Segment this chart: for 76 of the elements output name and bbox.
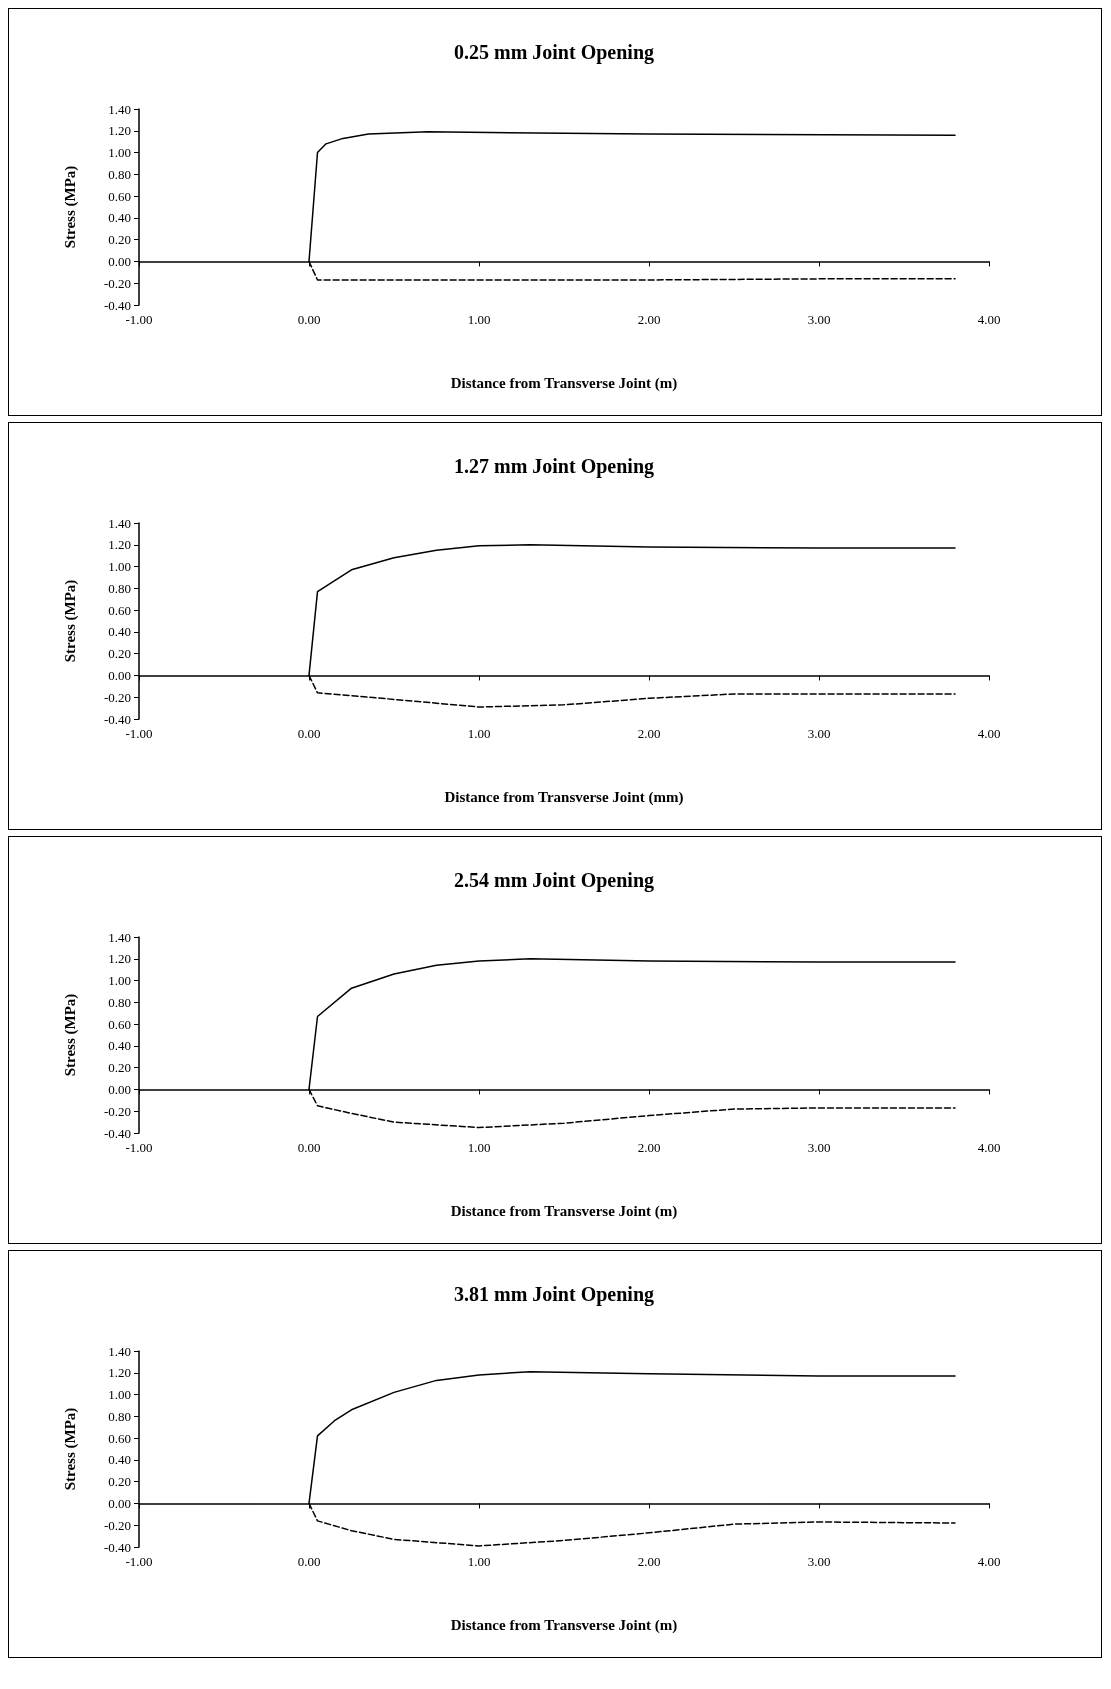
y-tick-label: 1.40 [108, 101, 131, 117]
y-tick-label: 1.00 [108, 1387, 131, 1403]
x-tick-label: 4.00 [977, 1554, 1001, 1569]
y-tick-label: 0.80 [108, 994, 131, 1010]
y-tick-label: 0.40 [108, 1452, 131, 1468]
y-tick-label: -0.20 [103, 1517, 131, 1533]
chart-title: 1.27 mm Joint Opening [453, 455, 655, 478]
x-tick-label: 0.00 [297, 726, 321, 741]
x-tick-label: 4.00 [977, 312, 1001, 327]
y-tick-label: 0.60 [108, 602, 131, 618]
x-tick-label: 1.00 [467, 1554, 491, 1569]
y-tick-label: -0.40 [103, 1539, 131, 1555]
y-tick-label: 1.00 [108, 973, 131, 989]
x-tick-label: 3.00 [807, 1140, 831, 1155]
x-tick-label: 0.00 [297, 1554, 321, 1569]
y-tick-label: -0.40 [103, 1125, 131, 1141]
x-tick-label: 2.00 [637, 1140, 661, 1155]
x-tick-label: -1.00 [125, 1140, 153, 1155]
x-tick-label: -1.00 [125, 726, 153, 741]
y-tick-label: -0.20 [103, 689, 131, 705]
x-tick-label: 0.00 [297, 1140, 321, 1155]
chart-title: 0.25 mm Joint Opening [453, 41, 655, 64]
y-tick-label: 0.00 [108, 1081, 131, 1097]
y-tick-label: 1.20 [108, 1365, 131, 1381]
x-tick-label: 2.00 [637, 312, 661, 327]
y-tick-label: 1.00 [108, 559, 131, 575]
y-tick-label: 0.80 [108, 1408, 131, 1424]
y-tick-label: 0.00 [108, 1495, 131, 1511]
x-axis-title: Distance from Transverse Joint (m) [450, 1202, 678, 1220]
x-tick-label: 3.00 [807, 312, 831, 327]
y-tick-label: 0.20 [108, 1060, 131, 1076]
y-tick-label: 1.00 [108, 145, 131, 161]
y-tick-label: 0.60 [108, 1016, 131, 1032]
x-tick-label: -1.00 [125, 1554, 153, 1569]
x-tick-label: 1.00 [467, 726, 491, 741]
y-tick-label: 1.20 [108, 951, 131, 967]
y-tick-label: 1.40 [108, 929, 131, 945]
y-tick-label: 1.20 [108, 537, 131, 553]
y-tick-label: 0.80 [108, 166, 131, 182]
y-tick-label: 1.20 [108, 123, 131, 139]
x-axis-title: Distance from Transverse Joint (m) [450, 374, 678, 392]
x-axis-title: Distance from Transverse Joint (m) [450, 1616, 678, 1634]
y-tick-label: 0.80 [108, 580, 131, 596]
y-tick-label: 0.40 [108, 1038, 131, 1054]
y-axis-title: Stress (MPa) [61, 993, 79, 1077]
x-tick-label: -1.00 [125, 312, 153, 327]
x-tick-label: 0.00 [297, 312, 321, 327]
chart-title: 3.81 mm Joint Opening [453, 1283, 655, 1306]
x-tick-label: 4.00 [977, 726, 1001, 741]
y-tick-label: 1.40 [108, 515, 131, 531]
x-tick-label: 1.00 [467, 312, 491, 327]
x-tick-label: 2.00 [637, 726, 661, 741]
x-tick-label: 3.00 [807, 726, 831, 741]
y-tick-label: 0.20 [108, 1474, 131, 1490]
x-tick-label: 2.00 [637, 1554, 661, 1569]
x-tick-label: 3.00 [807, 1554, 831, 1569]
y-tick-label: 0.60 [108, 188, 131, 204]
y-tick-label: 0.00 [108, 253, 131, 269]
x-tick-label: 4.00 [977, 1140, 1001, 1155]
y-tick-label: -0.40 [103, 297, 131, 313]
y-tick-label: 1.40 [108, 1343, 131, 1359]
y-tick-label: 0.20 [108, 646, 131, 662]
y-axis-title: Stress (MPa) [61, 1407, 79, 1491]
y-tick-label: 0.40 [108, 624, 131, 640]
y-tick-label: -0.40 [103, 711, 131, 727]
y-tick-label: 0.20 [108, 232, 131, 248]
y-tick-label: -0.20 [103, 1103, 131, 1119]
x-tick-label: 1.00 [467, 1140, 491, 1155]
y-axis-title: Stress (MPa) [61, 579, 79, 663]
chart-title: 2.54 mm Joint Opening [453, 869, 655, 892]
y-tick-label: 0.60 [108, 1430, 131, 1446]
y-tick-label: 0.00 [108, 667, 131, 683]
y-tick-label: -0.20 [103, 275, 131, 291]
x-axis-title: Distance from Transverse Joint (mm) [444, 788, 684, 806]
y-tick-label: 0.40 [108, 210, 131, 226]
y-axis-title: Stress (MPa) [61, 165, 79, 249]
